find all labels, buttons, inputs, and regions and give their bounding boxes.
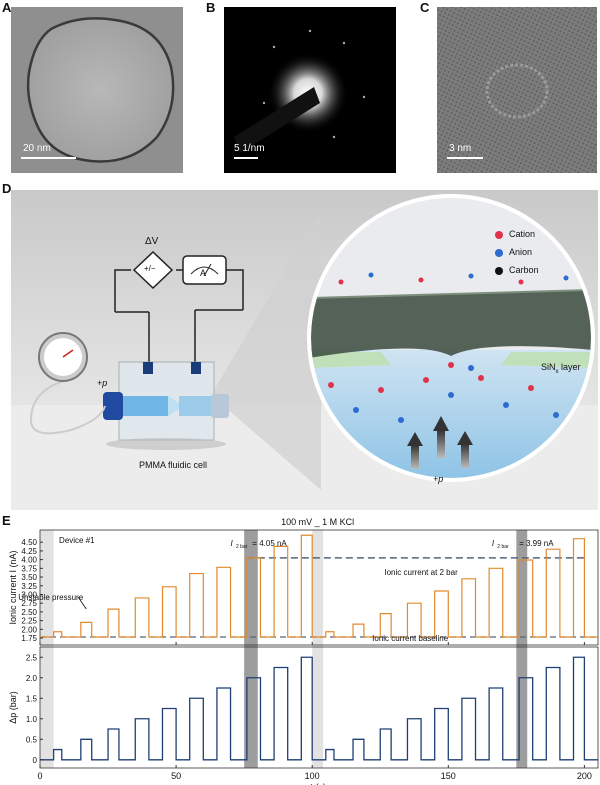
scale-label-b: 5 1/nm <box>234 143 265 154</box>
i2bar-value-1: = 4.05 nA <box>252 539 287 548</box>
legend-anion: Anion <box>509 247 533 257</box>
unstable-pressure-label: Unstable pressure <box>18 593 83 602</box>
bottom-ytick-label: 2.0 <box>26 674 38 683</box>
top-ytick-label: 3.50 <box>21 573 37 582</box>
delta-v-label: ΔV <box>145 236 159 247</box>
zoom-cone <box>211 210 321 490</box>
cation-legend-dot <box>495 231 503 239</box>
xtick-label: 100 <box>305 771 320 781</box>
top-ytick-label: 3.25 <box>21 582 37 591</box>
i2bar-sub-2: 2 bar <box>497 544 509 550</box>
i2bar-value-2: = 3.99 nA <box>519 539 554 548</box>
bottom-ytick-label: 0.5 <box>26 735 38 744</box>
xtick-label: 150 <box>441 771 456 781</box>
tem-image-a: 20 nm <box>11 7 183 173</box>
schematic-panel-d: ΔV +/− A +p PMMA fluidic cell Cation Ani… <box>11 190 598 510</box>
scale-label-c: 3 nm <box>449 143 472 154</box>
sin-subscript: x <box>555 368 559 375</box>
panel-letter-e: E <box>2 513 11 528</box>
pressure-label-bottom: +p <box>433 474 444 484</box>
tem-particle <box>26 17 175 163</box>
schematic-svg <box>11 190 598 510</box>
graphene-membrane <box>311 290 591 358</box>
highlight-light-1 <box>312 530 324 768</box>
scale-bar-a <box>21 157 76 159</box>
top-ytick-label: 2.25 <box>21 617 37 626</box>
top-ytick-label: 1.75 <box>21 634 37 643</box>
i2bar-sub-1: 2 bar <box>236 544 248 550</box>
bottom-axes-frame <box>39 646 599 769</box>
top-ytick-label: 3.00 <box>21 590 37 599</box>
scale-bar-c <box>447 157 483 159</box>
hrtem-image-c: 3 nm <box>437 7 597 173</box>
plus-minus-label: +/− <box>144 264 156 273</box>
ionic-current-trace <box>40 534 598 638</box>
scale-label-a: 20 nm <box>23 143 51 154</box>
device-label: Device #1 <box>59 536 95 545</box>
lattice-texture <box>437 7 597 173</box>
panel-letter-a: A <box>2 0 12 15</box>
ammeter-label: A <box>200 268 207 278</box>
voltage-source-icon <box>132 250 174 290</box>
ionic-current-baseline-label: Ionic current baseline <box>372 634 449 643</box>
panel-letter-c: C <box>420 0 430 15</box>
bottom-ytick-label: 2.5 <box>26 653 38 662</box>
xtick-label: 200 <box>577 771 592 781</box>
cell-label: PMMA fluidic cell <box>139 460 208 470</box>
sin-suffix: layer <box>558 362 581 372</box>
x-axis-label: t (s) <box>310 782 326 785</box>
diffraction-pattern <box>234 29 366 153</box>
top-ytick-label: 2.75 <box>21 599 37 608</box>
bottom-ytick-label: 1.0 <box>26 715 38 724</box>
bottom-ylabel: Δp (bar) <box>8 691 18 724</box>
highlight-light-0 <box>40 530 54 768</box>
top-ytick-label: 4.00 <box>21 556 37 565</box>
i2bar-label-2: I <box>492 539 495 548</box>
top-ylabel: Ionic current I (nA) <box>8 550 18 624</box>
top-ytick-label: 2.00 <box>21 625 37 634</box>
i2bar-label-1: I <box>231 539 234 548</box>
xtick-label: 50 <box>171 771 181 781</box>
circuit-wires <box>114 269 244 312</box>
legend-carbon: Carbon <box>509 265 539 275</box>
bottom-ytick-label: 1.5 <box>26 694 38 703</box>
highlight-dark-0 <box>244 530 258 768</box>
legend-cation: Cation <box>509 229 536 239</box>
highlight-dark-1 <box>516 530 528 768</box>
pressure-label-left: +p <box>97 378 108 388</box>
top-ytick-label: 4.50 <box>21 538 37 547</box>
xtick-label: 0 <box>37 771 42 781</box>
bottom-ytick-label: 0 <box>33 756 38 765</box>
diffraction-image-b: 5 1/nm <box>224 7 396 173</box>
top-ytick-label: 3.75 <box>21 564 37 573</box>
sin-text: SiN <box>541 362 556 372</box>
ionic-current-chart: 1.752.002.252.502.753.003.253.503.754.00… <box>8 517 599 785</box>
pressure-trace <box>40 656 598 761</box>
panel-letter-d: D <box>2 181 12 196</box>
top-axes-frame <box>39 529 599 646</box>
ammeter-icon <box>182 255 227 285</box>
carbon-legend-dot <box>495 267 503 275</box>
unstable-pressure-arrow <box>77 596 87 610</box>
top-ytick-label: 4.25 <box>21 547 37 556</box>
ionic-current-2bar-label: Ionic current at 2 bar <box>384 568 458 577</box>
scale-bar-b <box>234 157 258 159</box>
anion-legend-dot <box>495 249 503 257</box>
sin-layer-label: SiNx layer <box>541 362 581 375</box>
chart-title: 100 mV _ 1 M KCl <box>281 517 354 527</box>
panel-letter-b: B <box>206 0 216 15</box>
top-ytick-label: 2.50 <box>21 608 37 617</box>
